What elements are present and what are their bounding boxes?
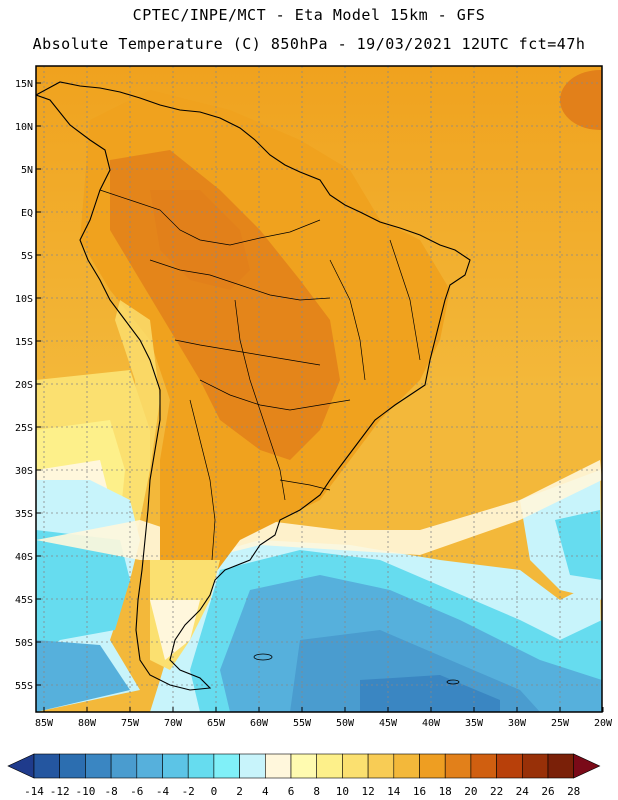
colorbar-tick-label: -8 (104, 785, 117, 798)
colorbar-swatch (162, 753, 189, 779)
colorbar-swatch (59, 753, 86, 779)
colorbar-tick-label: 12 (361, 785, 374, 798)
lon-label: 35W (465, 718, 484, 729)
lat-label: 10S (15, 294, 33, 305)
colorbar-tick-label: 22 (490, 785, 503, 798)
colorbar-swatch (316, 753, 343, 779)
map-frame (35, 65, 603, 713)
lon-label: 70W (164, 718, 183, 729)
colorbar-tick-label: -10 (75, 785, 95, 798)
lat-label: 50S (15, 638, 33, 649)
lon-label: 25W (551, 718, 570, 729)
lon-label: 80W (78, 718, 97, 729)
colorbar-swatch (33, 753, 61, 779)
colorbar-tick-label: -6 (130, 785, 143, 798)
chart-title-line1: CPTEC/INPE/MCT - Eta Model 15km - GFS (132, 6, 486, 24)
colorbar-swatch (444, 753, 472, 779)
chart-title-line2: Absolute Temperature (C) 850hPa - 19/03/… (32, 35, 586, 53)
colorbar-swatch (547, 753, 575, 779)
lat-label: 35S (15, 509, 33, 520)
colorbar-ticks: -14 -12 -10 -8 -6 -4 -2 0 2 4 6 8 10 12 14 16 18 20 22 24 26… (24, 785, 580, 798)
lon-label: 45W (379, 718, 398, 729)
colorbar-tick-label: -2 (182, 785, 195, 798)
lon-label: 60W (250, 718, 269, 729)
colorbar-swatch (521, 753, 549, 779)
lon-label: 40W (422, 718, 441, 729)
lat-label: 15S (15, 337, 33, 348)
colorbar-tick-label: 26 (541, 785, 554, 798)
colorbar-swatch (393, 753, 420, 779)
colorbar-tick-label: -4 (156, 785, 170, 798)
lat-label: 40S (15, 552, 33, 563)
falklands-islands (253, 653, 273, 661)
colorbar-swatch (239, 753, 266, 779)
colorbar-tick-label: 8 (313, 785, 320, 798)
lat-label: 30S (15, 466, 33, 477)
colorbar-tick-label: 4 (262, 785, 269, 798)
colorbar-swatch (419, 753, 446, 779)
lat-label: 5S (21, 251, 33, 262)
colorbar-tick-label: 18 (439, 785, 452, 798)
colorbar (7, 753, 601, 779)
lat-label: 10N (15, 122, 33, 133)
colorbar-swatch (85, 753, 112, 779)
lat-label: 25S (15, 423, 33, 434)
lon-label: 75W (121, 718, 140, 729)
lon-label: 30W (508, 718, 527, 729)
graticule (36, 66, 602, 712)
lon-label: 50W (336, 718, 355, 729)
lat-label: 55S (15, 681, 33, 692)
colorbar-swatch (264, 753, 292, 779)
country-borders (99, 189, 421, 561)
colorbar-tick-label: 2 (236, 785, 243, 798)
colorbar-swatch (213, 753, 240, 779)
colorbar-swatch (187, 753, 215, 779)
coastline (36, 81, 471, 691)
colorbar-min-arrow (7, 753, 35, 779)
lat-label: 20S (15, 380, 33, 391)
south-georgia-island (446, 679, 460, 685)
colorbar-tick-label: 14 (387, 785, 401, 798)
colorbar-tick-label: -12 (50, 785, 70, 798)
colorbar-swatch (342, 753, 369, 779)
colorbar-tick-label: 28 (567, 785, 580, 798)
lon-label: 65W (207, 718, 226, 729)
lat-label: 15N (15, 79, 33, 90)
colorbar-swatch (496, 753, 523, 779)
lat-label: 45S (15, 595, 33, 606)
lon-label: 20W (594, 718, 613, 729)
colorbar-swatch (290, 753, 318, 779)
latitude-labels: 15N 10N 5N EQ 5S 10S 15S 20S 25S 30S 35S 40S 45S 50S 5… (15, 79, 41, 692)
colorbar-swatch (136, 753, 163, 779)
colorbar-swatch (367, 753, 395, 779)
temperature-field (36, 66, 602, 712)
colorbar-swatch (110, 753, 138, 779)
colorbar-swatch (470, 753, 497, 779)
lon-label: 55W (293, 718, 312, 729)
colorbar-tick-label: 24 (516, 785, 530, 798)
lat-label: 5N (21, 165, 33, 176)
colorbar-tick-label: 16 (413, 785, 426, 798)
colorbar-tick-label: 6 (288, 785, 295, 798)
colorbar-tick-label: 0 (211, 785, 218, 798)
colorbar-max-arrow (573, 753, 601, 779)
colorbar-tick-label: -14 (24, 785, 44, 798)
longitude-labels: 85W 80W 75W 70W 65W 60W 55W 50W 45W 40W 35W 30W 25W 2… (35, 707, 613, 729)
colorbar-tick-label: 20 (464, 785, 477, 798)
colorbar-tick-label: 10 (336, 785, 349, 798)
lat-label: EQ (21, 208, 33, 219)
lon-label: 85W (35, 718, 54, 729)
